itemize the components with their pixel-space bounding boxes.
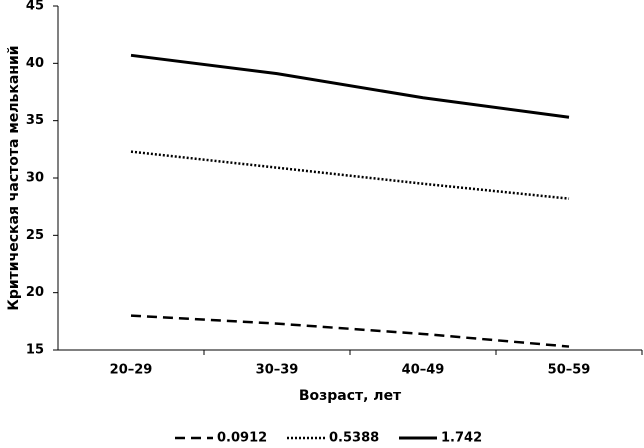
y-tick-label: 30 [26, 171, 44, 186]
series-line [130, 150, 570, 200]
series-line [130, 53, 570, 119]
legend-label: 1.742 [441, 431, 482, 446]
y-axis-title: Критическая частота мельканий [6, 45, 22, 310]
y-tick-label: 20 [26, 285, 44, 300]
x-tick-label: 50–59 [548, 363, 591, 378]
y-tick-label: 25 [26, 228, 44, 243]
x-tick-label: 20–29 [110, 363, 153, 378]
x-tick-label: 40–49 [402, 363, 445, 378]
y-tick-label: 35 [26, 113, 44, 128]
legend-label: 0.5388 [329, 431, 379, 446]
y-tick-label: 40 [26, 56, 44, 71]
series-line [130, 314, 570, 348]
legend-label: 0.0912 [217, 431, 267, 446]
x-tick-label: 30–39 [256, 363, 299, 378]
x-axis-title: Возраст, лет [299, 388, 402, 404]
y-tick-label: 45 [26, 0, 44, 14]
y-tick-label: 15 [26, 343, 44, 358]
